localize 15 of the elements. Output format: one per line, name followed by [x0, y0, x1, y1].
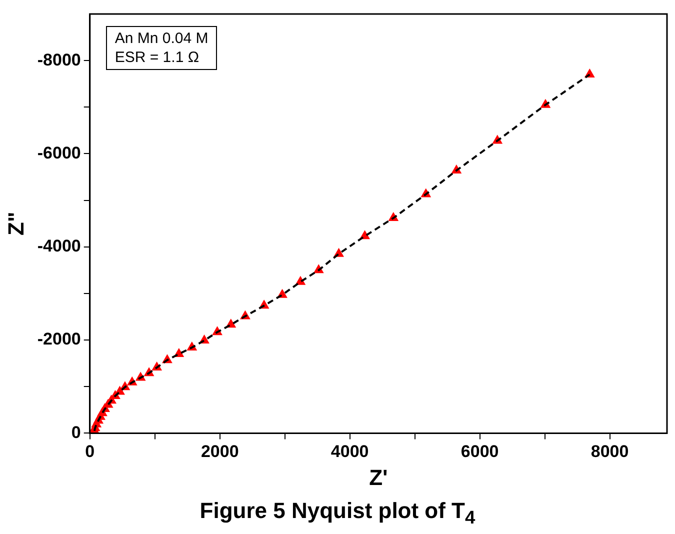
text: Figure 5 Nyquist plot of T$_{4}$	[198, 498, 476, 528]
x-axis-title: Z'	[369, 464, 388, 490]
y-axis-title: Z"	[3, 212, 28, 236]
y-tick-label: -6000	[37, 143, 81, 162]
x-tick-label: 4000	[330, 442, 369, 462]
y-tick-label: -2000	[37, 330, 81, 349]
x-tick-label: 8000	[590, 442, 629, 462]
annotation: ESR = 1.1 Ω	[114, 48, 200, 67]
y-tick-label: 0	[71, 422, 81, 442]
annotation: An Mn 0.04 M	[114, 29, 208, 48]
y-tick-label: -8000	[37, 50, 81, 70]
y-tick-label: -4000	[37, 236, 81, 256]
x-tick-label: 0	[85, 442, 95, 462]
x-tick-label: 6000	[460, 442, 499, 462]
x-tick-label: 2000	[200, 442, 239, 462]
